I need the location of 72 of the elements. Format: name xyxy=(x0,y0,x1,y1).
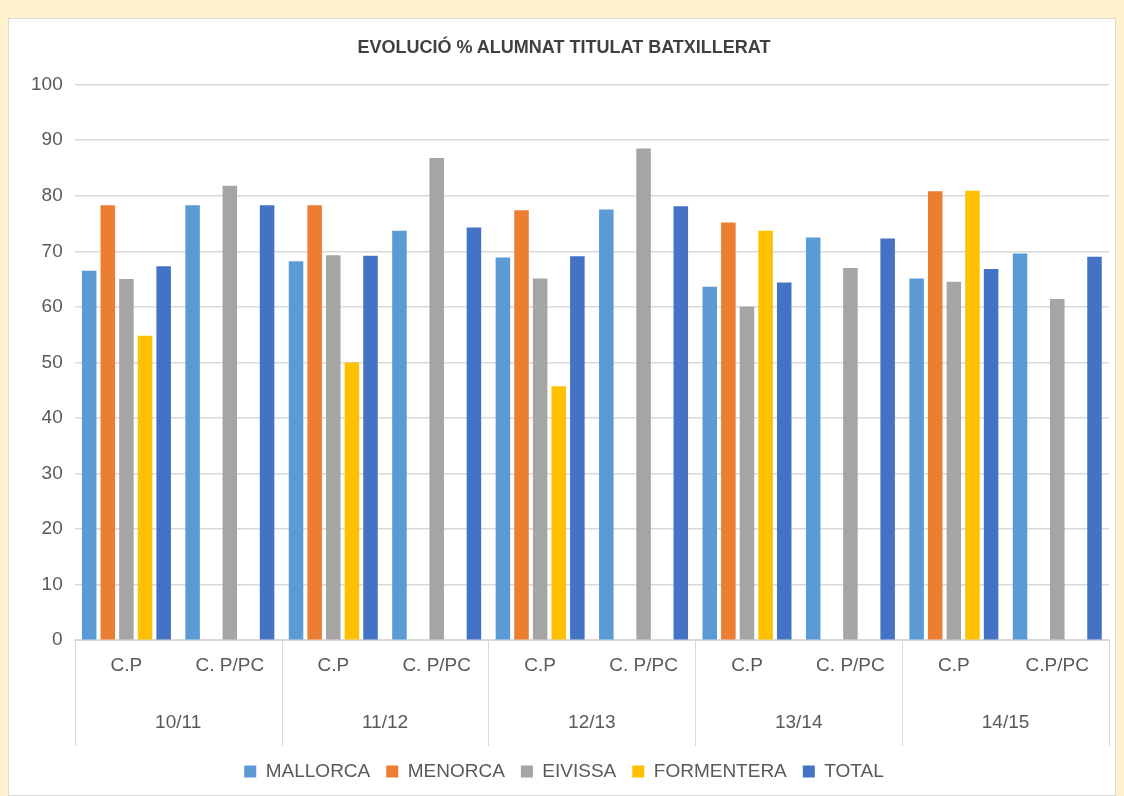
bar xyxy=(1050,299,1065,640)
bar xyxy=(843,267,858,640)
y-tick-label: 40 xyxy=(41,406,63,428)
bar xyxy=(946,281,962,640)
bar xyxy=(495,257,511,640)
x-tick-label: C.P xyxy=(110,653,143,675)
bar xyxy=(156,266,171,640)
x-tick-label: C.P/PC xyxy=(1025,653,1089,675)
x-tick-label: C.P xyxy=(524,653,556,675)
legend-label: TOTAL xyxy=(824,759,884,781)
bar xyxy=(259,205,275,640)
text: 12/13 xyxy=(568,710,616,732)
x-tick-label: C.P xyxy=(317,653,350,675)
bar xyxy=(880,238,895,640)
bar xyxy=(927,191,943,640)
text: 13/14 xyxy=(774,710,823,732)
bar xyxy=(307,205,322,640)
bar xyxy=(673,206,689,640)
y-tick-label: 100 xyxy=(31,72,63,94)
y-tick-label: 30 xyxy=(41,461,63,483)
y-tick-label: 70 xyxy=(41,239,63,261)
bar xyxy=(805,237,821,640)
x-tick-label: C. P/PC xyxy=(402,653,472,675)
bar xyxy=(185,205,200,640)
bar xyxy=(551,386,567,640)
bar xyxy=(288,261,304,640)
legend-label: MENORCA xyxy=(407,759,506,781)
legend-label: MALLORCA xyxy=(265,759,371,781)
bar xyxy=(392,230,407,640)
bar xyxy=(965,190,980,640)
bar xyxy=(326,255,341,640)
x-tick-label: C.P xyxy=(938,653,970,675)
bar xyxy=(363,255,378,640)
text: 14/15 xyxy=(981,710,1030,732)
y-tick-label: 0 xyxy=(52,628,63,650)
bar xyxy=(137,335,153,640)
x-tick-label: C. P/PC xyxy=(195,653,265,675)
bar xyxy=(466,227,482,640)
bar xyxy=(532,278,548,640)
bar xyxy=(570,256,585,640)
bar xyxy=(344,362,360,640)
bar xyxy=(636,148,651,640)
y-tick-label: 20 xyxy=(41,517,63,539)
bar xyxy=(721,222,736,640)
bar xyxy=(100,205,116,640)
legend-label: EIVISSA xyxy=(542,759,617,781)
bar xyxy=(702,286,718,640)
x-tick-label: C.P xyxy=(731,653,763,675)
y-tick-label: 10 xyxy=(41,572,63,594)
y-tick-label: 90 xyxy=(41,128,63,150)
y-tick-label: 80 xyxy=(41,183,63,205)
bar xyxy=(599,209,614,640)
bar xyxy=(739,306,755,640)
bar xyxy=(81,270,97,640)
legend-label: FORMENTERA xyxy=(653,759,788,781)
bar xyxy=(119,279,134,640)
x-tick-label: C. P/PC xyxy=(609,653,678,675)
x-tick-label: C. P/PC xyxy=(816,653,885,675)
bar xyxy=(758,230,773,640)
text: 10/11 xyxy=(155,710,202,732)
bar xyxy=(909,278,924,640)
bar xyxy=(1087,256,1102,640)
y-tick-label: 50 xyxy=(41,350,63,372)
y-tick-label: 60 xyxy=(41,295,63,317)
bar xyxy=(776,282,792,640)
text: 11/12 xyxy=(361,710,409,732)
bar xyxy=(514,210,529,640)
bar xyxy=(222,185,238,640)
bar xyxy=(983,269,999,640)
chart-title: EVOLUCIÓ % ALUMNAT TITULAT BATXILLERAT xyxy=(357,35,771,57)
bar xyxy=(1012,253,1028,640)
bar xyxy=(429,157,444,640)
